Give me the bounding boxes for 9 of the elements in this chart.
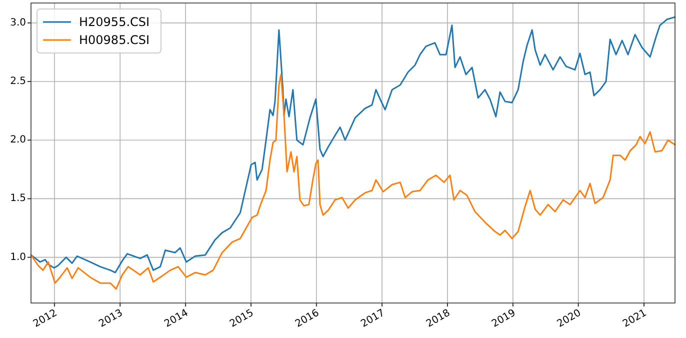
legend-label: H00985.CSI bbox=[79, 33, 150, 47]
y-tick-label: 2.0 bbox=[10, 134, 26, 146]
line-series bbox=[30, 16, 676, 274]
line-series bbox=[30, 74, 676, 290]
y-tick-label: 3.0 bbox=[10, 17, 26, 28]
y-tick-label: 1.5 bbox=[10, 193, 26, 204]
y-tick-label: 2.5 bbox=[10, 76, 26, 88]
y-tick-label: 1.0 bbox=[10, 252, 26, 263]
legend-label: H20955.CSI bbox=[79, 15, 150, 29]
